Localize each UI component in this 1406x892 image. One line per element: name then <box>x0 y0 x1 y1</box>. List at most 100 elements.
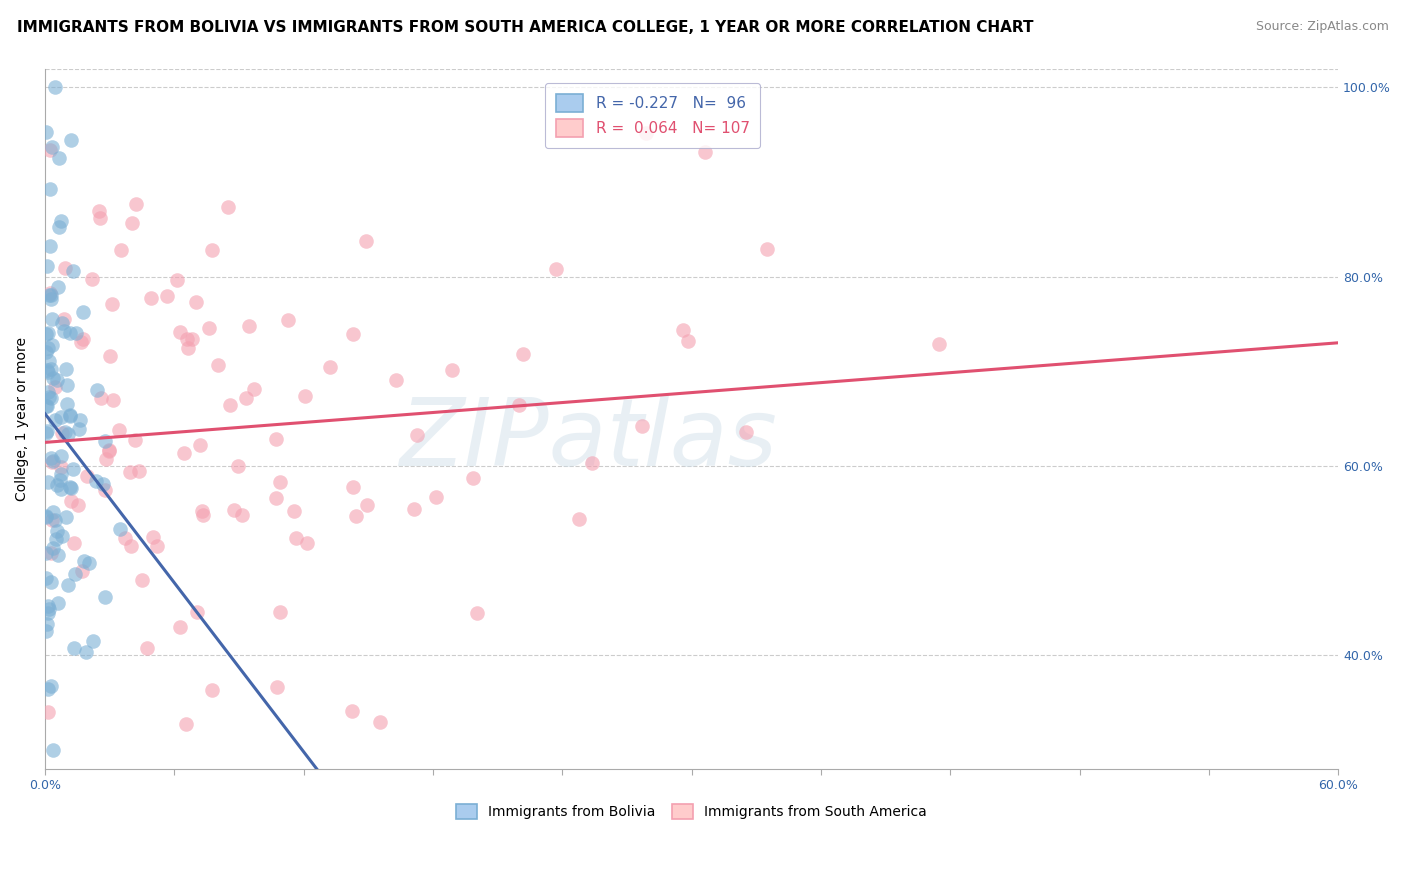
Point <box>344 509 367 524</box>
Point <box>218 200 240 214</box>
Point <box>63 536 86 550</box>
Point <box>41 312 63 326</box>
Point <box>59 480 82 494</box>
Point <box>76 469 98 483</box>
Point <box>734 425 756 439</box>
Point <box>37 384 59 399</box>
Point <box>46 478 69 492</box>
Point <box>384 373 406 387</box>
Point <box>512 347 534 361</box>
Point <box>207 358 229 372</box>
Point <box>155 289 177 303</box>
Point <box>72 305 94 319</box>
Point <box>35 125 58 139</box>
Point <box>269 475 291 489</box>
Point <box>139 291 162 305</box>
Point <box>186 606 208 620</box>
Point <box>235 392 257 406</box>
Point <box>45 532 67 546</box>
Legend: Immigrants from Bolivia, Immigrants from South America: Immigrants from Bolivia, Immigrants from… <box>451 798 932 825</box>
Point <box>49 459 72 474</box>
Point <box>65 326 87 340</box>
Point <box>37 475 59 489</box>
Point <box>41 293 63 307</box>
Point <box>73 554 96 568</box>
Point <box>46 548 69 562</box>
Point <box>35 363 58 377</box>
Point <box>90 391 112 405</box>
Point <box>70 335 93 350</box>
Point <box>184 294 207 309</box>
Point <box>59 409 82 424</box>
Point <box>84 474 107 488</box>
Point <box>94 434 117 448</box>
Point <box>285 531 308 545</box>
Point <box>39 362 62 376</box>
Point <box>370 715 392 730</box>
Point <box>35 509 58 524</box>
Point <box>465 606 488 620</box>
Point <box>65 567 87 582</box>
Point <box>39 679 62 693</box>
Point <box>48 220 70 235</box>
Point <box>55 378 77 392</box>
Point <box>96 451 118 466</box>
Point <box>35 399 58 413</box>
Point <box>294 389 316 403</box>
Point <box>91 476 114 491</box>
Point <box>46 280 69 294</box>
Point <box>201 683 224 698</box>
Point <box>38 144 60 158</box>
Point <box>82 272 104 286</box>
Point <box>266 680 288 694</box>
Point <box>70 564 93 578</box>
Point <box>264 432 287 446</box>
Point <box>51 316 73 330</box>
Point <box>51 482 73 496</box>
Point <box>35 571 58 585</box>
Point <box>35 345 58 359</box>
Point <box>44 512 66 526</box>
Point <box>101 297 124 311</box>
Point <box>51 426 73 441</box>
Point <box>49 449 72 463</box>
Point <box>243 382 266 396</box>
Point <box>45 374 67 388</box>
Point <box>59 408 82 422</box>
Point <box>49 410 72 425</box>
Point <box>238 319 260 334</box>
Point <box>39 546 62 560</box>
Point <box>631 419 654 434</box>
Point <box>62 263 84 277</box>
Point <box>56 426 79 441</box>
Point <box>756 242 779 256</box>
Point <box>672 323 695 337</box>
Point <box>224 503 246 517</box>
Point <box>49 214 72 228</box>
Point <box>35 624 58 639</box>
Point <box>37 424 59 438</box>
Point <box>86 383 108 397</box>
Point <box>41 455 63 469</box>
Point <box>169 620 191 634</box>
Point <box>634 126 657 140</box>
Point <box>53 261 76 276</box>
Point <box>42 742 65 756</box>
Point <box>37 599 59 614</box>
Point <box>56 578 79 592</box>
Point <box>38 288 60 302</box>
Point <box>110 243 132 257</box>
Point <box>114 532 136 546</box>
Point <box>56 396 79 410</box>
Point <box>169 325 191 339</box>
Point <box>166 273 188 287</box>
Point <box>42 371 65 385</box>
Point <box>228 459 250 474</box>
Point <box>37 365 59 379</box>
Point <box>77 556 100 570</box>
Point <box>35 425 58 440</box>
Point <box>425 491 447 505</box>
Point <box>283 504 305 518</box>
Point <box>55 361 77 376</box>
Point <box>41 505 63 519</box>
